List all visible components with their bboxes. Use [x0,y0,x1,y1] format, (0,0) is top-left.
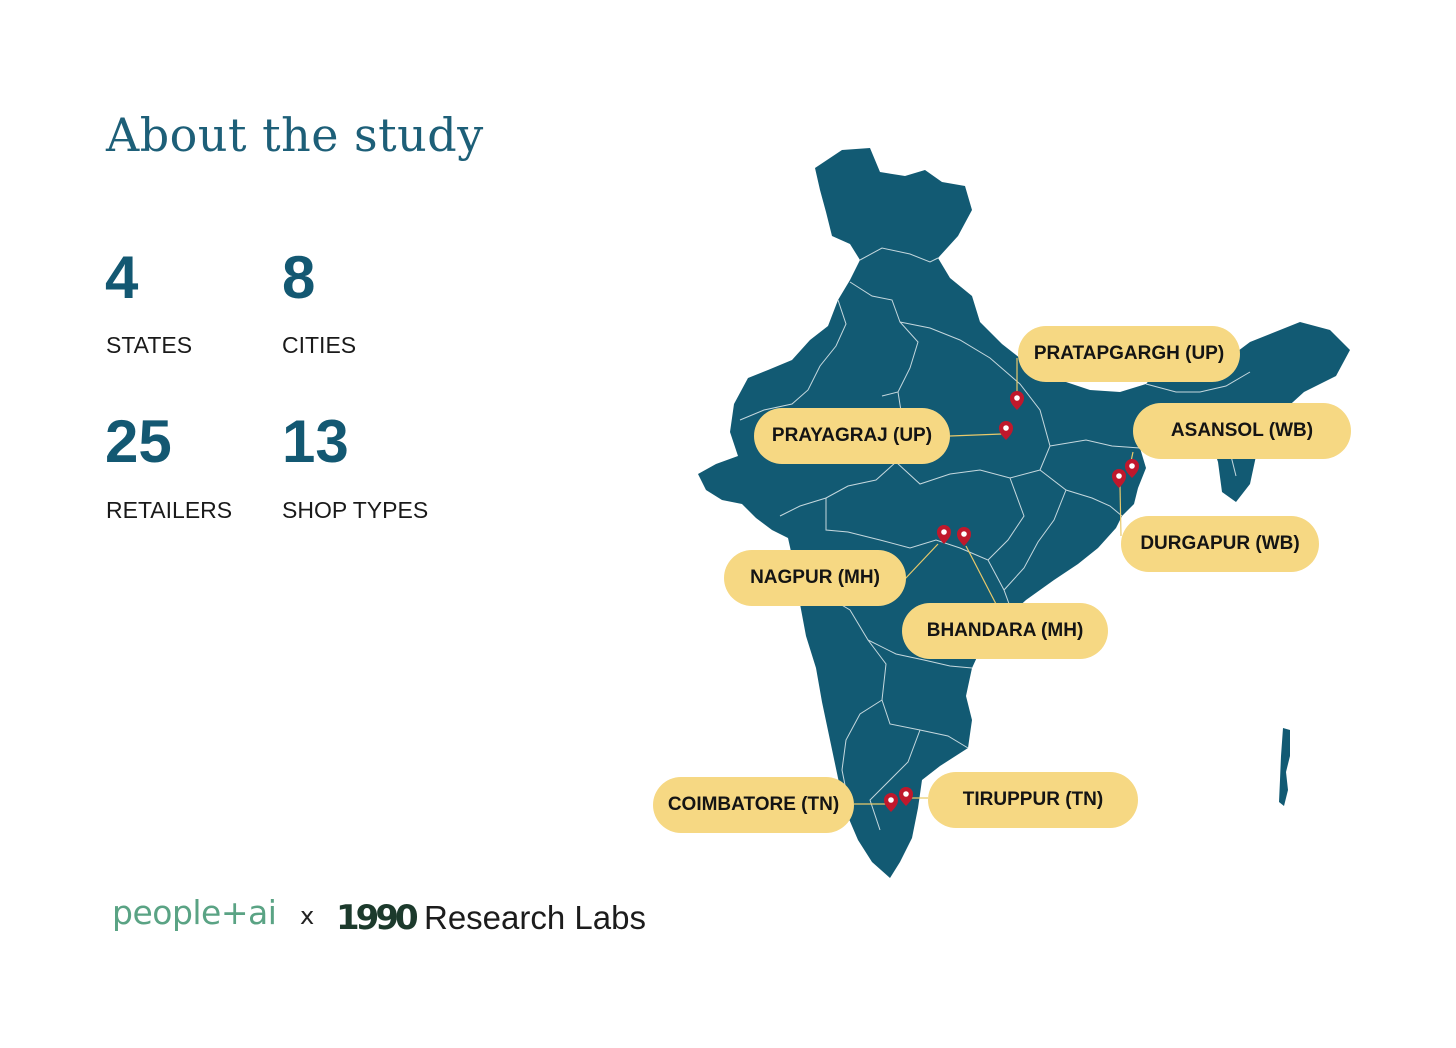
research-labs-text: Research Labs [424,899,646,936]
page-title: About the study [106,108,484,162]
map-pin-icon [937,525,951,544]
city-label-pratapgargh: PRATAPGARGH (UP) [1018,326,1240,382]
map-pin-icon [999,421,1013,440]
city-pins [884,391,1139,812]
andaman-islands [1279,728,1290,806]
stat-cities-label: CITIES [282,332,357,358]
stat-states-label: STATES [106,332,193,358]
stat-shoptypes-value: 13 [282,408,349,475]
map-pin-icon [1010,391,1024,410]
stat-states-value: 4 [105,244,139,311]
stat-retailers-value: 25 [105,408,172,475]
city-label-coimbatore: COIMBATORE (TN) [653,777,854,833]
city-label-durgapur: DURGAPUR (WB) [1121,516,1319,572]
city-label-tiruppur: TIRUPPUR (TN) [928,772,1138,828]
people-plus-ai-logo: people+ai [112,893,277,932]
map-pin-icon [884,793,898,812]
footer-separator: x [300,902,315,930]
stat-retailers-label: RETAILERS [106,497,233,523]
map-pin-icon [899,787,913,806]
map-pin-icon [1125,459,1139,478]
map-pin-icon [1112,469,1126,488]
city-label-asansol: ASANSOL (WB) [1133,403,1351,459]
city-label-nagpur: NAGPUR (MH) [724,550,906,606]
stat-cities-value: 8 [282,244,316,311]
city-label-bhandara: BHANDARA (MH) [902,603,1108,659]
1990-logo: 1990 [336,898,419,938]
city-label-prayagraj: PRAYAGRAJ (UP) [754,408,950,464]
stat-shoptypes-label: SHOP TYPES [282,497,429,523]
map-pin-icon [957,527,971,546]
india-mainland [698,148,1350,878]
